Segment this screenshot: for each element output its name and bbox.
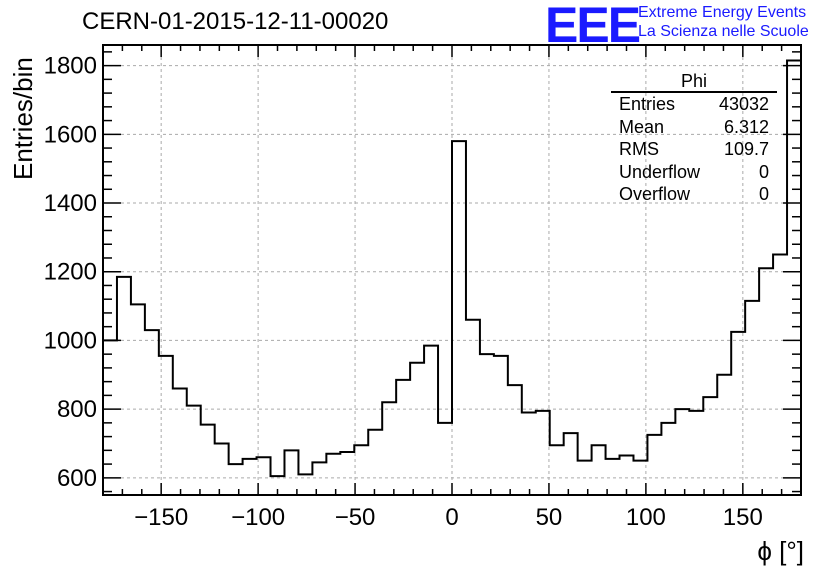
x-tick-label: 0 bbox=[445, 504, 458, 531]
stats-value: 109.7 bbox=[723, 139, 769, 159]
logo-caption-line1: Extreme Energy Events bbox=[638, 4, 807, 21]
y-tick-label: 1000 bbox=[44, 327, 97, 354]
x-tick-label: 50 bbox=[536, 504, 563, 531]
x-axis-label: ϕ [°] bbox=[757, 536, 804, 566]
y-tick-label: 800 bbox=[57, 396, 97, 423]
stats-label: Entries bbox=[619, 94, 676, 114]
stats-title: Phi bbox=[611, 71, 777, 93]
logo-caption: Extreme Energy Events La Scienza nelle S… bbox=[638, 3, 809, 41]
stats-row-entries: Entries 43032 bbox=[611, 93, 777, 116]
x-tick-label: −150 bbox=[134, 504, 188, 531]
chart-title: CERN-01-2015-12-11-00020 bbox=[82, 8, 389, 35]
x-tick-label: −100 bbox=[231, 504, 285, 531]
stats-value: 0 bbox=[758, 161, 769, 182]
stats-label: Underflow bbox=[619, 161, 701, 182]
stats-row-underflow: Underflow 0 bbox=[611, 161, 777, 184]
y-tick-label: 1400 bbox=[44, 190, 97, 217]
x-tick-labels: −150 −100 −50 0 50 100 150 bbox=[134, 504, 763, 531]
stats-value: 0 bbox=[758, 184, 769, 204]
y-axis-label: Entries/bin bbox=[8, 57, 38, 180]
eee-logo: EEE bbox=[545, 0, 641, 53]
stats-label: Mean bbox=[619, 116, 665, 137]
stats-label: RMS bbox=[619, 139, 659, 159]
x-tick-label: 100 bbox=[626, 504, 666, 531]
logo-caption-line2: La Scienza nelle Scuole bbox=[638, 23, 809, 40]
axis-ticks bbox=[102, 45, 802, 495]
stats-label: Overflow bbox=[619, 184, 691, 204]
stats-row-mean: Mean 6.312 bbox=[611, 116, 777, 139]
stats-row-rms: RMS 109.7 bbox=[611, 138, 777, 161]
stats-value: 43032 bbox=[718, 94, 769, 114]
y-tick-label: 1800 bbox=[44, 53, 97, 80]
y-tick-label: 1600 bbox=[44, 121, 97, 148]
x-tick-label: −50 bbox=[335, 504, 376, 531]
y-tick-label: 1200 bbox=[44, 259, 97, 286]
histogram-series bbox=[102, 59, 802, 495]
y-tick-label: 600 bbox=[57, 465, 97, 492]
stats-value: 6.312 bbox=[723, 116, 769, 137]
stats-box: Phi Entries 43032 Mean 6.312 RMS 109.7 U… bbox=[611, 71, 777, 206]
stats-row-overflow: Overflow 0 bbox=[611, 183, 777, 206]
x-tick-label: 150 bbox=[723, 504, 763, 531]
y-tick-labels: 600 800 1000 1200 1400 1600 1800 bbox=[44, 53, 97, 492]
